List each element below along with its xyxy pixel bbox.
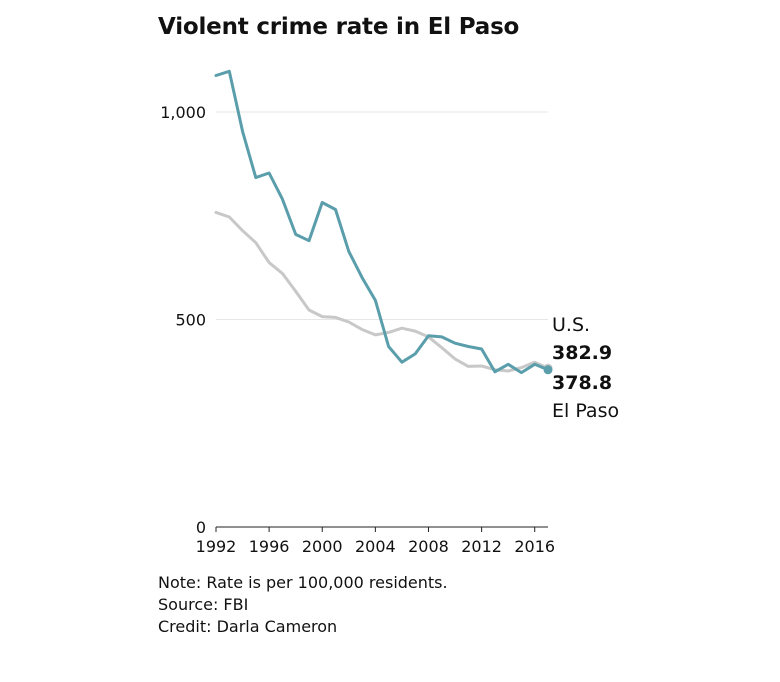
series-name-us: U.S. [552, 314, 590, 336]
gridlines [216, 111, 548, 320]
series-line-el-paso [214, 69, 550, 375]
x-tick-label: 2004 [355, 537, 396, 556]
series-lines [214, 69, 553, 375]
chart-notes: Note: Rate is per 100,000 residents. Sou… [158, 572, 448, 638]
end-point-el-paso [543, 365, 553, 375]
line-chart: 0 500 1,000 1992 1996 2000 2004 2008 2012 2016 U.… [160, 69, 619, 556]
x-tick-label: 2016 [514, 537, 555, 556]
x-tick-label: 2008 [408, 537, 449, 556]
series-line-u-s [214, 210, 550, 373]
end-value-us: 382.9 [552, 342, 612, 364]
x-tick-label: 2000 [302, 537, 343, 556]
source-text: Source: FBI [158, 595, 249, 614]
chart-title: Violent crime rate in El Paso [158, 14, 520, 40]
credit-text: Credit: Darla Cameron [158, 617, 338, 636]
end-value-el-paso: 378.8 [552, 372, 612, 394]
x-tick-label: 1992 [196, 537, 237, 556]
note-text: Note: Rate is per 100,000 residents. [158, 573, 448, 592]
x-tick-label: 2012 [461, 537, 502, 556]
y-tick-label: 1,000 [160, 103, 206, 122]
axes: 0 500 1,000 1992 1996 2000 2004 2008 2012 2016 [160, 103, 555, 556]
series-name-el-paso: El Paso [552, 400, 619, 422]
y-tick-label: 500 [175, 311, 206, 330]
end-labels: U.S. 382.9 378.8 El Paso [552, 314, 619, 422]
x-tick-label: 1996 [249, 537, 290, 556]
y-tick-label: 0 [196, 518, 206, 537]
